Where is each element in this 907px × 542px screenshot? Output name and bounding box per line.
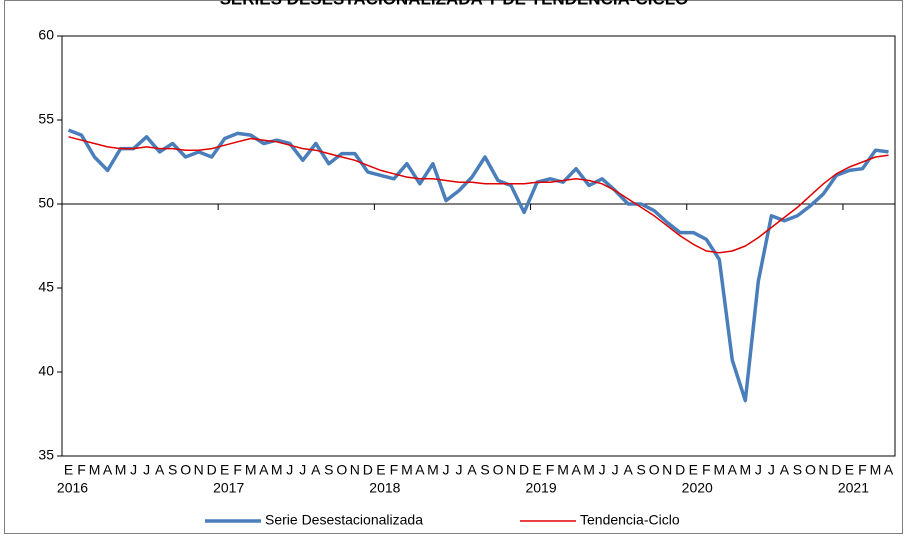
x-tick-label: M [401,462,413,478]
x-tick-label: A [415,462,425,478]
x-tick-label: E [220,462,229,478]
x-tick-label: A [259,462,269,478]
x-tick-label: A [780,462,790,478]
x-tick-label: A [311,462,321,478]
x-tick-label: N [818,462,828,478]
x-tick-label: J [130,462,137,478]
x-tick-label: F [858,462,867,478]
chart-border [4,0,903,534]
y-tick-label: 45 [38,279,54,295]
x-tick-label: F [546,462,555,478]
x-tick-label: M [271,462,283,478]
y-tick-label: 55 [38,111,54,127]
x-tick-label: M [245,462,257,478]
x-tick-label: F [77,462,86,478]
x-tick-label: O [336,462,347,478]
year-label: 2019 [525,480,556,496]
x-tick-label: M [557,462,569,478]
x-tick-label: J [442,462,449,478]
x-tick-label: M [713,462,725,478]
y-tick-label: 60 [38,27,54,43]
x-tick-label: A [884,462,894,478]
x-tick-label: F [702,462,711,478]
x-tick-label: F [233,462,242,478]
x-tick-label: D [675,462,685,478]
x-tick-label: M [870,462,882,478]
x-tick-label: S [793,462,802,478]
year-label: 2016 [57,480,88,496]
x-tick-label: A [728,462,738,478]
x-tick-label: J [768,462,775,478]
x-tick-label: J [299,462,306,478]
x-tick-label: J [455,462,462,478]
x-tick-label: O [649,462,660,478]
x-tick-label: E [845,462,854,478]
x-tick-label: D [519,462,529,478]
year-label: 2021 [838,480,869,496]
y-tick-label: 35 [38,447,54,463]
x-tick-label: A [103,462,113,478]
x-tick-label: S [324,462,333,478]
x-tick-label: A [467,462,477,478]
y-tick-label: 40 [38,363,54,379]
x-tick-label: S [480,462,489,478]
x-tick-label: S [168,462,177,478]
x-tick-label: O [180,462,191,478]
series-line [68,136,889,254]
x-tick-label: E [689,462,698,478]
chart-title: SERIES DESESTACIONALIZADA Y DE TENDENCIA… [220,0,689,8]
legend-label: Serie Desestacionalizada [265,512,423,528]
x-tick-label: M [89,462,101,478]
x-tick-label: O [805,462,816,478]
x-tick-label: O [493,462,504,478]
x-tick-label: D [363,462,373,478]
x-tick-label: J [286,462,293,478]
x-tick-label: M [427,462,439,478]
x-tick-label: E [64,462,73,478]
x-tick-label: A [155,462,165,478]
x-tick-label: M [583,462,595,478]
x-tick-label: N [350,462,360,478]
x-tick-label: E [376,462,385,478]
x-tick-label: E [532,462,541,478]
x-tick-label: J [599,462,606,478]
x-tick-label: N [506,462,516,478]
y-tick-label: 50 [38,195,54,211]
x-tick-label: D [207,462,217,478]
x-tick-label: J [755,462,762,478]
plot-area [61,35,896,457]
x-tick-label: J [612,462,619,478]
x-tick-label: N [662,462,672,478]
legend-label: Tendencia-Ciclo [580,512,680,528]
year-label: 2017 [213,480,244,496]
x-tick-label: A [571,462,581,478]
year-label: 2020 [682,480,713,496]
x-tick-label: S [637,462,646,478]
x-tick-label: J [143,462,150,478]
x-tick-label: F [390,462,399,478]
x-tick-label: N [194,462,204,478]
series-line [67,128,889,403]
x-tick-label: M [739,462,751,478]
x-tick-label: M [115,462,127,478]
x-tick-label: D [831,462,841,478]
year-label: 2018 [369,480,400,496]
x-tick-label: A [624,462,634,478]
